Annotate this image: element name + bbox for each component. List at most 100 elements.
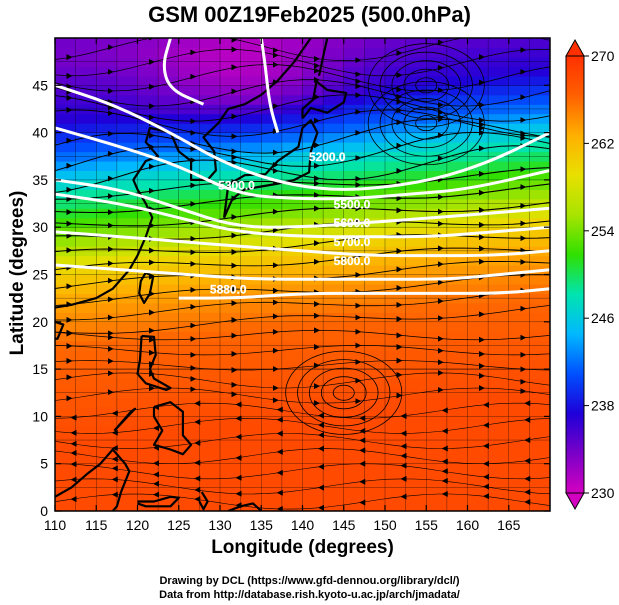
field-cell	[529, 189, 550, 200]
field-cell	[385, 255, 407, 266]
colorbar-bar	[565, 55, 585, 494]
field-cell	[178, 378, 200, 389]
field-cell	[529, 482, 550, 493]
field-cell	[529, 501, 550, 511]
field-cell	[405, 331, 427, 342]
field-cell	[199, 47, 221, 58]
field-cell	[488, 492, 510, 503]
field-cell	[199, 425, 221, 436]
field-cell	[446, 454, 469, 465]
field-cell	[302, 85, 324, 96]
field-cell	[364, 425, 386, 436]
field-cell	[178, 208, 200, 219]
field-cell	[96, 312, 118, 323]
field-cell	[220, 378, 242, 389]
field-cell	[240, 217, 262, 228]
field-cell	[508, 463, 530, 474]
field-cell	[199, 189, 221, 200]
field-cell	[364, 293, 386, 304]
field-cell	[426, 425, 448, 436]
field-cell	[199, 198, 221, 209]
field-cell	[178, 66, 200, 77]
field-cell	[55, 463, 77, 474]
field-cell	[364, 454, 386, 465]
field-cell	[199, 236, 221, 247]
field-cell	[281, 38, 304, 49]
field-cell	[281, 56, 304, 67]
y-axis: 0 5 10 15 20 25 30 35 40 45	[32, 77, 550, 519]
field-cell	[158, 113, 180, 124]
field-cell	[446, 473, 469, 484]
field-cell	[178, 274, 200, 285]
field-cell	[302, 56, 324, 67]
field-cell	[467, 38, 489, 49]
field-cell	[405, 198, 427, 209]
field-cell	[467, 113, 489, 124]
height-contours	[55, 38, 550, 300]
field-cell	[323, 378, 345, 389]
field-cell	[55, 435, 77, 446]
field-cell	[116, 160, 139, 172]
field-cell	[240, 283, 262, 295]
field-cell	[385, 123, 407, 134]
field-cell	[75, 217, 97, 228]
field-cell	[302, 66, 324, 77]
field-cell	[467, 274, 489, 285]
field-cell	[75, 198, 97, 209]
field-cell	[261, 142, 283, 153]
field-cell	[55, 265, 77, 276]
field-cell	[178, 331, 200, 342]
field-cell	[116, 312, 139, 323]
field-cell	[137, 397, 159, 408]
field-cell	[364, 56, 386, 67]
field-cell	[158, 340, 180, 351]
field-cell	[75, 435, 97, 446]
field-cell	[158, 283, 180, 295]
field-cell	[302, 302, 324, 313]
field-cell	[302, 331, 324, 342]
field-cell	[199, 312, 221, 323]
field-cell	[199, 435, 221, 446]
field-cell	[385, 293, 407, 304]
field-cell	[261, 151, 283, 162]
field-cell	[467, 350, 489, 361]
field-cell	[323, 444, 345, 455]
field-cell	[75, 312, 97, 323]
field-cell	[323, 369, 345, 380]
field-cell	[385, 378, 407, 389]
field-cell	[364, 378, 386, 389]
field-cell	[323, 66, 345, 77]
field-cell	[343, 397, 365, 408]
field-cell	[488, 321, 510, 332]
field-cell	[323, 179, 345, 190]
y-tick-label: 45	[32, 77, 48, 93]
field-cell	[426, 246, 448, 257]
y-tick-label: 15	[32, 361, 48, 377]
field-cell	[240, 388, 262, 399]
field-cell	[467, 492, 489, 503]
field-cell	[55, 293, 77, 304]
field-cell	[323, 283, 345, 295]
field-cell	[158, 170, 180, 181]
field-cell	[178, 463, 200, 474]
field-cell	[137, 359, 159, 370]
field-cell	[240, 208, 262, 219]
field-cell	[116, 378, 139, 389]
field-cell	[426, 151, 448, 162]
field-cell	[158, 47, 180, 58]
field-cell	[75, 378, 97, 389]
field-cell	[199, 66, 221, 77]
field-cell	[240, 425, 262, 436]
field-cell	[261, 359, 283, 370]
field-cell	[137, 369, 159, 380]
field-cell	[116, 425, 139, 436]
field-cell	[529, 123, 550, 134]
field-cell	[199, 369, 221, 380]
field-cell	[116, 274, 139, 285]
colorbar-tick-label: 254	[591, 223, 615, 239]
field-cell	[240, 179, 262, 190]
field-cell	[426, 369, 448, 380]
field-cell	[488, 406, 510, 417]
field-cell	[240, 198, 262, 209]
field-cell	[508, 170, 530, 181]
